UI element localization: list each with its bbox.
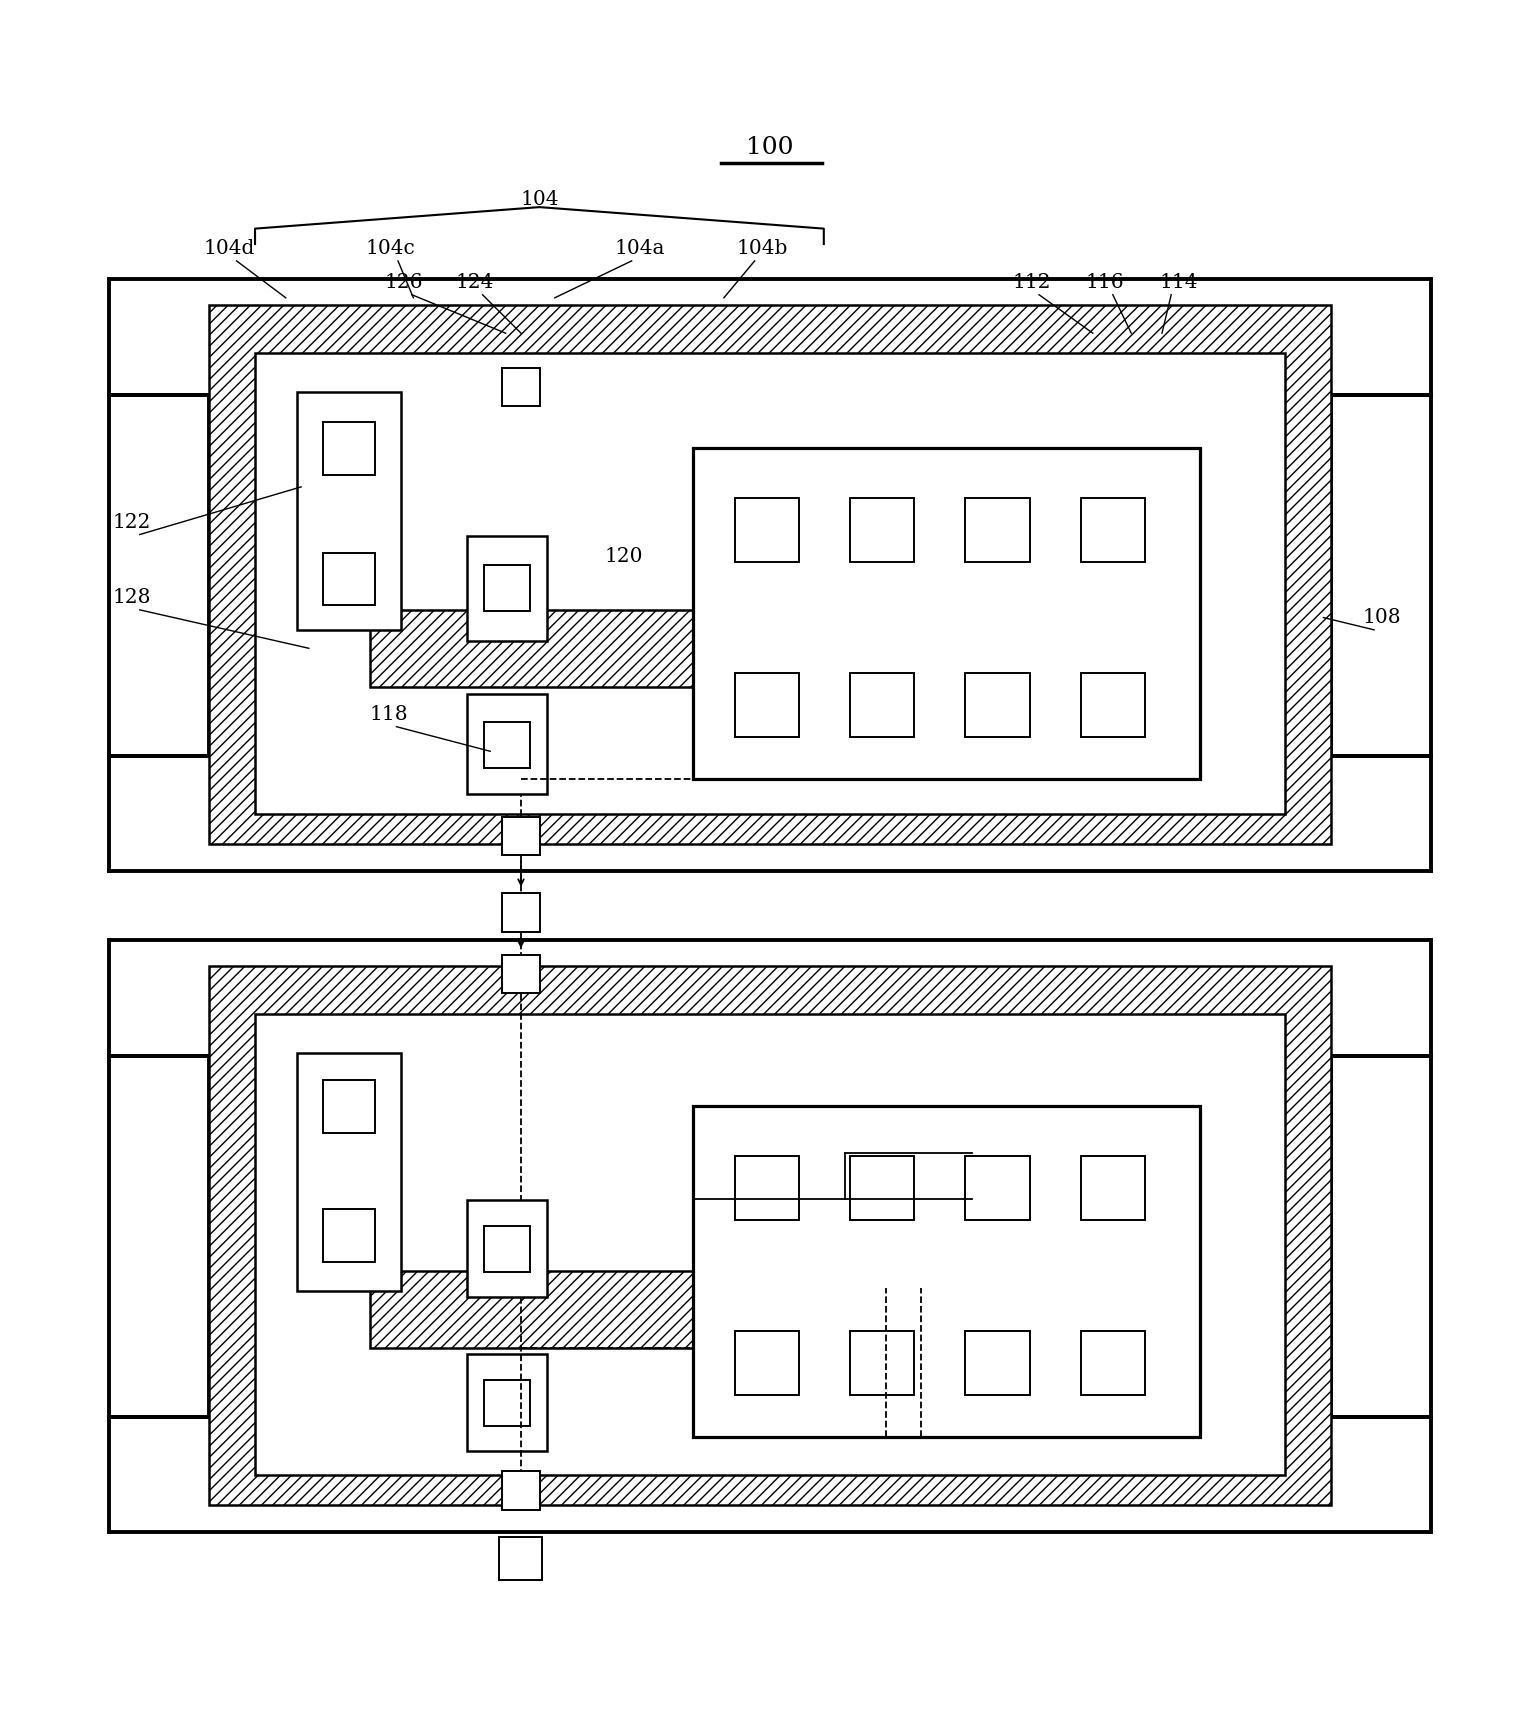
Text: 104b: 104b [736,238,788,257]
Bar [499,1537,542,1580]
Bar [323,423,374,475]
Bar [850,1155,915,1221]
Bar [966,1155,1030,1221]
Bar [966,1332,1030,1395]
Bar [693,449,1200,779]
Bar [297,392,400,630]
Bar [1081,674,1146,737]
Bar [735,1332,799,1395]
Bar [1331,1055,1431,1416]
Text: 116: 116 [1086,273,1124,292]
Bar [467,535,547,641]
Bar [1081,497,1146,563]
Text: 112: 112 [1012,273,1050,292]
Bar [209,967,1331,1504]
Bar [467,694,547,794]
Bar [1081,1155,1146,1221]
Text: 118: 118 [370,705,408,724]
Bar [467,1200,547,1297]
Bar [484,1226,530,1273]
Bar [109,395,209,756]
Text: 114: 114 [1160,273,1198,292]
Bar [850,497,915,563]
Bar [850,674,915,737]
Bar [484,722,530,769]
Bar [502,955,541,993]
Bar [850,1332,915,1395]
Text: 108: 108 [1363,608,1401,627]
Bar [297,1052,400,1290]
Text: 104d: 104d [203,238,254,257]
Bar [209,1055,1331,1416]
Text: 100: 100 [747,136,793,159]
Bar [109,1055,209,1416]
Bar [209,395,1331,756]
Text: 104c: 104c [365,238,416,257]
Text: 120: 120 [605,546,644,565]
Bar [370,1271,1170,1347]
Bar [966,674,1030,737]
Bar [1081,1332,1146,1395]
Bar [502,1471,541,1509]
Text: 128: 128 [112,589,151,608]
Bar [502,817,541,855]
Bar [735,674,799,737]
Bar [502,368,541,406]
Bar [693,1107,1200,1437]
Bar [966,497,1030,563]
Text: 104a: 104a [614,238,665,257]
Bar [1331,395,1431,756]
Text: 124: 124 [456,273,494,292]
Bar [323,553,374,604]
Text: 126: 126 [385,273,424,292]
Text: 122: 122 [112,513,151,532]
Bar [256,1014,1284,1475]
Bar [502,893,541,933]
Text: 104: 104 [521,190,559,209]
Bar [256,352,1284,815]
Bar [467,1354,547,1451]
Bar [323,1209,374,1262]
Bar [735,497,799,563]
Bar [484,565,530,611]
Bar [484,1380,530,1427]
Bar [370,610,1170,687]
Bar [735,1155,799,1221]
Bar [209,306,1331,843]
Bar [323,1081,374,1133]
